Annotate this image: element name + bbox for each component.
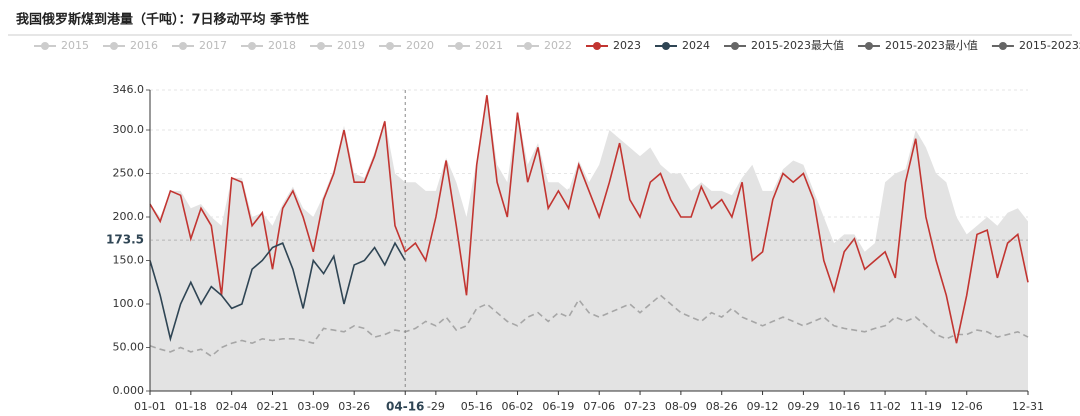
legend-label[interactable]: 2019	[337, 39, 365, 52]
legend-marker[interactable]	[317, 42, 325, 50]
legend-label[interactable]: 2024	[682, 39, 710, 52]
x-tick-label: 10-16	[828, 400, 860, 413]
y-tick-label: 50.00	[113, 341, 145, 354]
x-tick-label: 06-02	[502, 400, 534, 413]
y-tick-label: 200.0	[113, 210, 145, 223]
legend-marker[interactable]	[41, 42, 49, 50]
x-tick-label: 12-06	[951, 400, 983, 413]
legend-marker[interactable]	[110, 42, 118, 50]
x-tick-label: 05-16	[461, 400, 493, 413]
x-tick-label: 07-23	[624, 400, 656, 413]
max-area	[150, 93, 1028, 391]
legend-label[interactable]: 2020	[406, 39, 434, 52]
series-line	[149, 241, 406, 342]
x-tick-label: 01-18	[175, 400, 207, 413]
legend-marker[interactable]	[998, 42, 1007, 50]
y-tick-label: 300.0	[113, 123, 145, 136]
x-tick-label: 03-09	[297, 400, 329, 413]
x-tick-label: 04-16	[386, 400, 424, 414]
y-tick-label: 250.0	[113, 167, 145, 180]
x-tick-label: 06-19	[542, 400, 574, 413]
legend-marker[interactable]	[864, 42, 873, 50]
x-tick-label: 02-21	[257, 400, 289, 413]
crosshair-y-box	[102, 231, 148, 250]
x-tick-label: 08-09	[665, 400, 697, 413]
x-tick-label: 02-04	[216, 400, 248, 413]
legend-label[interactable]: 2023	[613, 39, 641, 52]
legend-marker[interactable]	[524, 42, 532, 50]
y-tick-label: 346.0	[113, 83, 145, 96]
legend-marker[interactable]	[662, 42, 670, 50]
legend-label[interactable]: 2022	[544, 39, 572, 52]
legend-label[interactable]: 2015	[61, 39, 89, 52]
x-tick-label: 11-19	[910, 400, 942, 413]
crosshair-y-label: 173.5	[106, 233, 144, 247]
x-tick-label: 12-31	[1012, 400, 1044, 413]
crosshair-x-box	[383, 397, 428, 415]
x-tick-label: 01-01	[134, 400, 166, 413]
legend-label[interactable]: 2015-2023均值	[1019, 39, 1080, 52]
y-tick-label: 0.000	[113, 384, 145, 397]
x-tick-label: -29	[427, 400, 445, 413]
legend-marker[interactable]	[731, 42, 739, 50]
y-tick-label: 100.0	[113, 297, 145, 310]
legend-label[interactable]: 2015-2023最小值	[885, 39, 978, 52]
x-tick-label: 09-12	[747, 400, 779, 413]
legend-label[interactable]: 2018	[268, 39, 296, 52]
x-tick-label: 11-02	[869, 400, 901, 413]
chart-title: 我国俄罗斯煤到港量（千吨）：7日移动平均 季节性	[16, 12, 309, 28]
mean-line	[149, 294, 1029, 358]
x-tick-label: 07-06	[583, 400, 615, 413]
legend-marker[interactable]	[179, 42, 187, 50]
y-tick-label: 150.0	[113, 254, 145, 267]
legend-label[interactable]: 2015-2023最大值	[751, 38, 844, 52]
legend-marker[interactable]	[455, 42, 463, 50]
legend-marker[interactable]	[248, 42, 256, 50]
legend-label[interactable]: 2016	[130, 39, 158, 52]
legend-label[interactable]: 2021	[475, 39, 503, 52]
legend-marker[interactable]	[386, 42, 394, 50]
legend-marker[interactable]	[593, 42, 601, 50]
x-tick-label: 09-29	[787, 400, 819, 413]
legend-label[interactable]: 2017	[199, 39, 227, 52]
x-tick-label: 08-26	[706, 400, 738, 413]
series-line	[149, 95, 1029, 344]
x-tick-label: 03-26	[338, 400, 370, 413]
